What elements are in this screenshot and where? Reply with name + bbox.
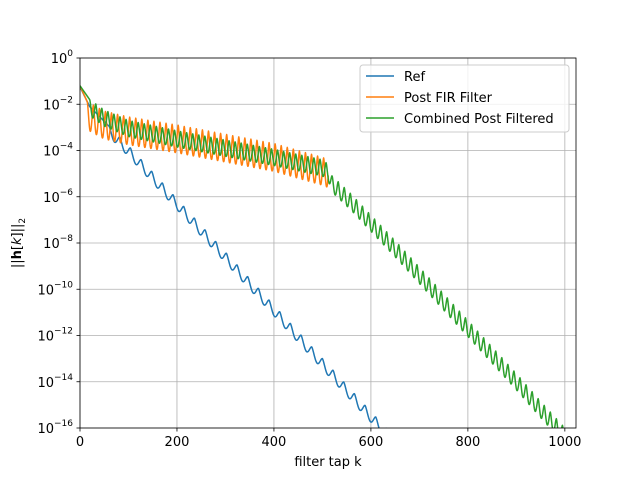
y-axis-label: ||h[k]||2 xyxy=(10,218,28,268)
y-axis-label-ital: k xyxy=(10,237,25,245)
series-line xyxy=(80,85,329,188)
x-tick-label: 800 xyxy=(455,435,480,450)
series-line xyxy=(80,85,564,428)
y-tick-label: 10−12 xyxy=(37,327,73,345)
y-axis-label-sub: 2 xyxy=(18,218,28,224)
legend: Ref Post FIR Filter Combined Post Filtered xyxy=(359,64,570,133)
x-tick-label: 400 xyxy=(262,435,287,450)
x-tick-label: 0 xyxy=(76,435,84,450)
y-tick-label: 10−14 xyxy=(37,373,73,391)
x-tick-label: 600 xyxy=(358,435,383,450)
y-tick-label: 10−16 xyxy=(37,419,73,437)
y-tick-label: 100 xyxy=(51,49,74,67)
y-tick-label: 10−4 xyxy=(43,142,73,160)
series-layer xyxy=(80,85,564,428)
legend-entry: Combined Post Filtered xyxy=(404,112,554,127)
y-axis-label-bold: h xyxy=(10,250,25,259)
legend-entry: Post FIR Filter xyxy=(404,91,493,106)
x-tick-label: 200 xyxy=(165,435,190,450)
y-tick-label: 10−8 xyxy=(43,234,73,252)
y-axis-label-open: || xyxy=(10,259,25,268)
x-tick-label: 1000 xyxy=(548,435,581,450)
y-axis-label-mid: [ xyxy=(10,245,25,250)
y-tick-label: 10−10 xyxy=(37,280,73,298)
legend-entry: Ref xyxy=(404,70,425,85)
y-tick-label: 10−6 xyxy=(43,188,73,206)
legend-box xyxy=(359,64,570,133)
x-axis: 0 200 400 600 800 1000 xyxy=(76,428,581,450)
y-axis-label-close: ]|| xyxy=(10,224,25,238)
x-axis-label: filter tap k xyxy=(294,455,362,470)
y-tick-label: 10−2 xyxy=(43,95,73,113)
y-axis: 100 10−2 10−4 10−6 10−8 10−10 10−12 10−14 10−16 xyxy=(37,49,80,437)
series-line xyxy=(80,86,388,428)
